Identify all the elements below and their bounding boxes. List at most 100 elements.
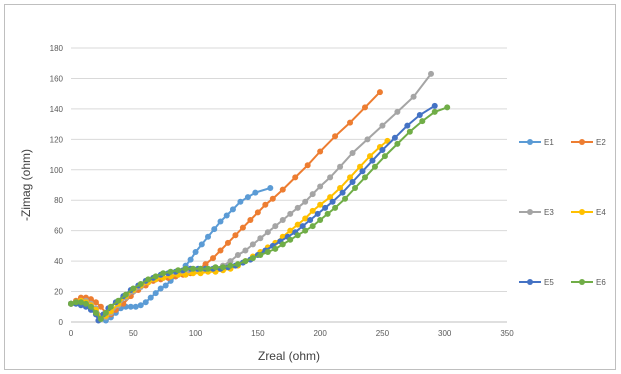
data-point — [309, 191, 316, 198]
data-point — [294, 221, 301, 228]
data-point — [252, 189, 259, 196]
data-point — [349, 178, 356, 185]
data-point — [217, 218, 224, 225]
data-point — [404, 122, 411, 129]
data-point — [364, 136, 371, 143]
data-point — [419, 118, 426, 125]
data-point — [157, 285, 164, 292]
x-tick-label: 300 — [438, 329, 452, 338]
legend-entry-e3: E3 — [519, 208, 554, 217]
data-point — [160, 270, 167, 277]
data-point — [257, 235, 264, 242]
data-point — [219, 264, 226, 271]
data-point — [97, 303, 104, 310]
data-point — [175, 267, 182, 274]
data-point — [361, 174, 368, 181]
data-point — [227, 262, 234, 269]
data-point — [391, 134, 398, 141]
data-point — [327, 194, 334, 201]
data-point — [302, 227, 309, 234]
data-point — [272, 223, 279, 230]
y-tick-label: 40 — [54, 257, 63, 266]
data-point — [339, 189, 346, 196]
data-point — [347, 174, 354, 181]
data-point — [292, 174, 299, 181]
x-tick-label: 350 — [500, 329, 514, 338]
data-point — [137, 302, 144, 309]
data-point — [337, 163, 344, 170]
data-point — [294, 204, 301, 211]
data-point — [211, 226, 218, 233]
data-point — [147, 294, 154, 301]
data-point — [223, 212, 230, 219]
data-point — [272, 245, 279, 252]
data-point — [361, 104, 368, 111]
series-layer — [68, 70, 451, 324]
x-tick-label: 50 — [129, 329, 138, 338]
data-point — [317, 201, 324, 208]
data-point — [299, 223, 306, 230]
data-point — [197, 265, 204, 272]
data-point — [302, 198, 309, 205]
series-e6 — [68, 104, 451, 322]
data-point — [302, 215, 309, 222]
data-point — [406, 128, 413, 135]
data-point — [249, 255, 256, 262]
data-point — [394, 140, 401, 147]
data-point — [137, 280, 144, 287]
gridlines — [71, 47, 507, 293]
data-point — [279, 186, 286, 193]
data-point — [72, 299, 79, 306]
x-axis-title: Zreal (ohm) — [258, 349, 320, 363]
legend-entry-e1: E1 — [519, 138, 554, 147]
legend-marker — [579, 279, 585, 285]
legend-marker — [527, 209, 533, 215]
data-point — [264, 248, 271, 255]
legend: E1 E2 E3 E4 E5 E6 — [519, 138, 606, 287]
data-point — [369, 157, 376, 164]
data-point — [202, 261, 209, 268]
data-point — [92, 309, 99, 316]
data-point — [190, 270, 197, 277]
data-point — [190, 265, 197, 272]
data-point — [359, 168, 366, 175]
data-point — [205, 265, 212, 272]
data-point — [68, 300, 74, 307]
data-point — [379, 146, 386, 153]
legend-marker — [579, 209, 585, 215]
data-point — [314, 210, 321, 217]
data-point — [102, 309, 109, 316]
y-tick-label: 20 — [54, 288, 63, 297]
data-point — [337, 185, 344, 192]
data-point — [349, 150, 356, 157]
data-point — [428, 70, 435, 77]
data-point — [431, 108, 438, 115]
legend-label: E3 — [544, 208, 554, 217]
y-tick-label: 180 — [50, 44, 64, 53]
data-point — [317, 148, 324, 155]
data-point — [145, 276, 152, 283]
series-line — [71, 104, 436, 323]
data-point — [332, 133, 339, 140]
data-point — [304, 162, 311, 169]
data-point — [212, 264, 219, 271]
data-point — [115, 297, 122, 304]
data-point — [247, 217, 254, 224]
data-point — [87, 303, 94, 310]
data-point — [379, 122, 386, 129]
data-point — [329, 198, 336, 205]
data-point — [269, 195, 276, 202]
series-e5 — [68, 102, 438, 324]
data-point — [182, 271, 189, 278]
data-point — [187, 256, 194, 263]
data-point — [198, 241, 205, 248]
data-point — [97, 315, 104, 322]
data-point — [227, 258, 234, 265]
data-point — [229, 206, 236, 213]
legend-label: E4 — [596, 208, 606, 217]
data-point — [217, 247, 224, 254]
data-point — [352, 185, 359, 192]
x-tick-label: 150 — [251, 329, 265, 338]
data-point — [234, 252, 241, 259]
